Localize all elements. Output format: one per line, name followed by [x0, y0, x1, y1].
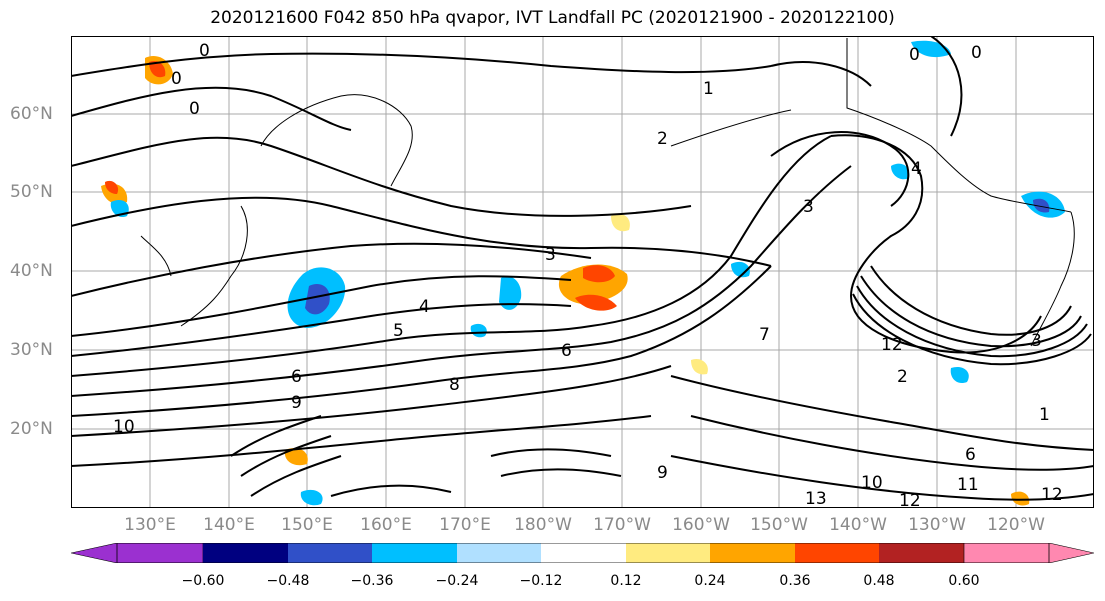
- colorbar-segment: [372, 543, 457, 563]
- contour-label: 12: [1041, 485, 1063, 505]
- contour-label: 0: [971, 43, 982, 63]
- contour-labels: 0 0 0 0 0 1 2 3 3 4 4 5 6 6 7 8 9 9 10 1…: [113, 41, 1063, 511]
- lon-label-130w: 130°W: [908, 515, 966, 535]
- contour-label: 11: [957, 475, 979, 495]
- lon-label-170w: 170°W: [593, 515, 651, 535]
- orange-patch-east-3: [1011, 491, 1030, 506]
- contour-label: 12: [881, 335, 903, 355]
- contour-label: 10: [861, 473, 883, 493]
- blue-patch-central: [499, 276, 522, 310]
- lat-label-40n: 40°N: [10, 261, 53, 281]
- red-patch-central-2: [575, 294, 617, 311]
- lat-label-60n: 60°N: [10, 104, 53, 124]
- contour-label: 7: [759, 325, 770, 345]
- colorbar-tick: −0.36: [350, 573, 394, 589]
- contour-label: 2: [657, 129, 668, 149]
- lon-label-140e: 140°E: [203, 515, 255, 535]
- contour-label: 12: [899, 491, 921, 508]
- map-svg: 0 0 0 0 0 1 2 3 3 4 4 5 6 6 7 8 9 9 10 1…: [70, 35, 1095, 511]
- contour-label: 1: [1039, 405, 1050, 425]
- contour-label: 0: [171, 69, 182, 89]
- contour-label: 2: [897, 367, 908, 387]
- lon-label-140w: 140°W: [829, 515, 887, 535]
- blue-patch-ne-3: [891, 163, 910, 180]
- map-title: 2020121600 F042 850 hPa qvapor, IVT Land…: [210, 8, 895, 28]
- colorbar-segment: [795, 543, 879, 563]
- colorbar-tick: 0.48: [863, 573, 895, 589]
- shading-layer: [101, 40, 1065, 506]
- red-patch-w-1: [105, 180, 119, 194]
- contour-label: 3: [1031, 331, 1042, 351]
- yellow-patch-1: [611, 213, 630, 232]
- yellow-patch-2: [691, 358, 708, 375]
- red-patch-nw: [149, 60, 166, 78]
- lon-label-120w: 120°W: [987, 515, 1045, 535]
- contour-label: 0: [909, 45, 920, 65]
- contour-label: 6: [291, 367, 302, 387]
- darkblue-patch-ne-2: [1033, 198, 1050, 213]
- blue-patch-small-1: [470, 323, 487, 338]
- colorbar-tick: −0.12: [519, 573, 563, 589]
- colorbar-tick: 0.12: [610, 573, 642, 589]
- contour-label: 5: [393, 321, 404, 341]
- colorbar-segment: [626, 543, 710, 563]
- colorbar-tick: 0.60: [948, 573, 980, 589]
- colorbar-segment: [541, 543, 626, 563]
- colorbar-tick: 0.24: [694, 573, 726, 589]
- lon-label-130e: 130°E: [124, 515, 176, 535]
- colorbar-segment: [457, 543, 541, 563]
- contour-label: 3: [803, 197, 814, 217]
- orange-patch-sw: [284, 447, 308, 466]
- blue-patch-se-2: [731, 261, 750, 278]
- ivt-contours: [70, 35, 1095, 501]
- contour-label: 0: [199, 41, 210, 61]
- contour-label: 4: [419, 297, 430, 317]
- graticule: [71, 36, 1094, 508]
- blue-patch-se: [950, 366, 969, 384]
- contour-label: 10: [113, 417, 135, 437]
- colorbar-tick: −0.60: [181, 573, 225, 589]
- red-patch-central: [583, 265, 615, 283]
- colorbar-tick: −0.24: [435, 573, 479, 589]
- contour-label: 3: [545, 245, 556, 265]
- lon-label-160w: 160°W: [672, 515, 730, 535]
- coastlines: [140, 38, 1075, 347]
- lon-label-180w: 180°W: [514, 515, 572, 535]
- colorbar-segment: [710, 543, 795, 563]
- colorbar-segment: [879, 543, 964, 563]
- blue-patch-s: [300, 489, 323, 506]
- contour-label: 4: [911, 159, 922, 179]
- contour-label: 13: [805, 489, 827, 508]
- colorbar-segment: [963, 543, 1094, 563]
- lat-label-50n: 50°N: [10, 182, 53, 202]
- contour-label: 6: [965, 445, 976, 465]
- colorbar-segment: [288, 543, 372, 563]
- contour-label: 9: [291, 393, 302, 413]
- map-panel: 0 0 0 0 0 1 2 3 3 4 4 5 6 6 7 8 9 9 10 1…: [70, 35, 1095, 511]
- lon-label-160e: 160°E: [360, 515, 412, 535]
- contour-label: 8: [449, 375, 460, 395]
- contour-label: 1: [703, 79, 714, 99]
- colorbar-tick: −0.48: [266, 573, 310, 589]
- lon-label-150w: 150°W: [750, 515, 808, 535]
- colorbar-segment: [71, 543, 204, 563]
- lon-label-150e: 150°E: [281, 515, 333, 535]
- contour-label: 9: [657, 463, 668, 483]
- contour-label: 6: [561, 341, 572, 361]
- lat-label-20n: 20°N: [10, 419, 53, 439]
- colorbar-segment: [203, 543, 288, 563]
- lat-label-30n: 30°N: [10, 340, 53, 360]
- colorbar-tick: 0.36: [779, 573, 811, 589]
- contour-label: 0: [189, 99, 200, 119]
- colorbar: [71, 543, 1094, 563]
- lon-label-170e: 170°E: [439, 515, 491, 535]
- darkblue-patch-pacific-west: [305, 284, 330, 315]
